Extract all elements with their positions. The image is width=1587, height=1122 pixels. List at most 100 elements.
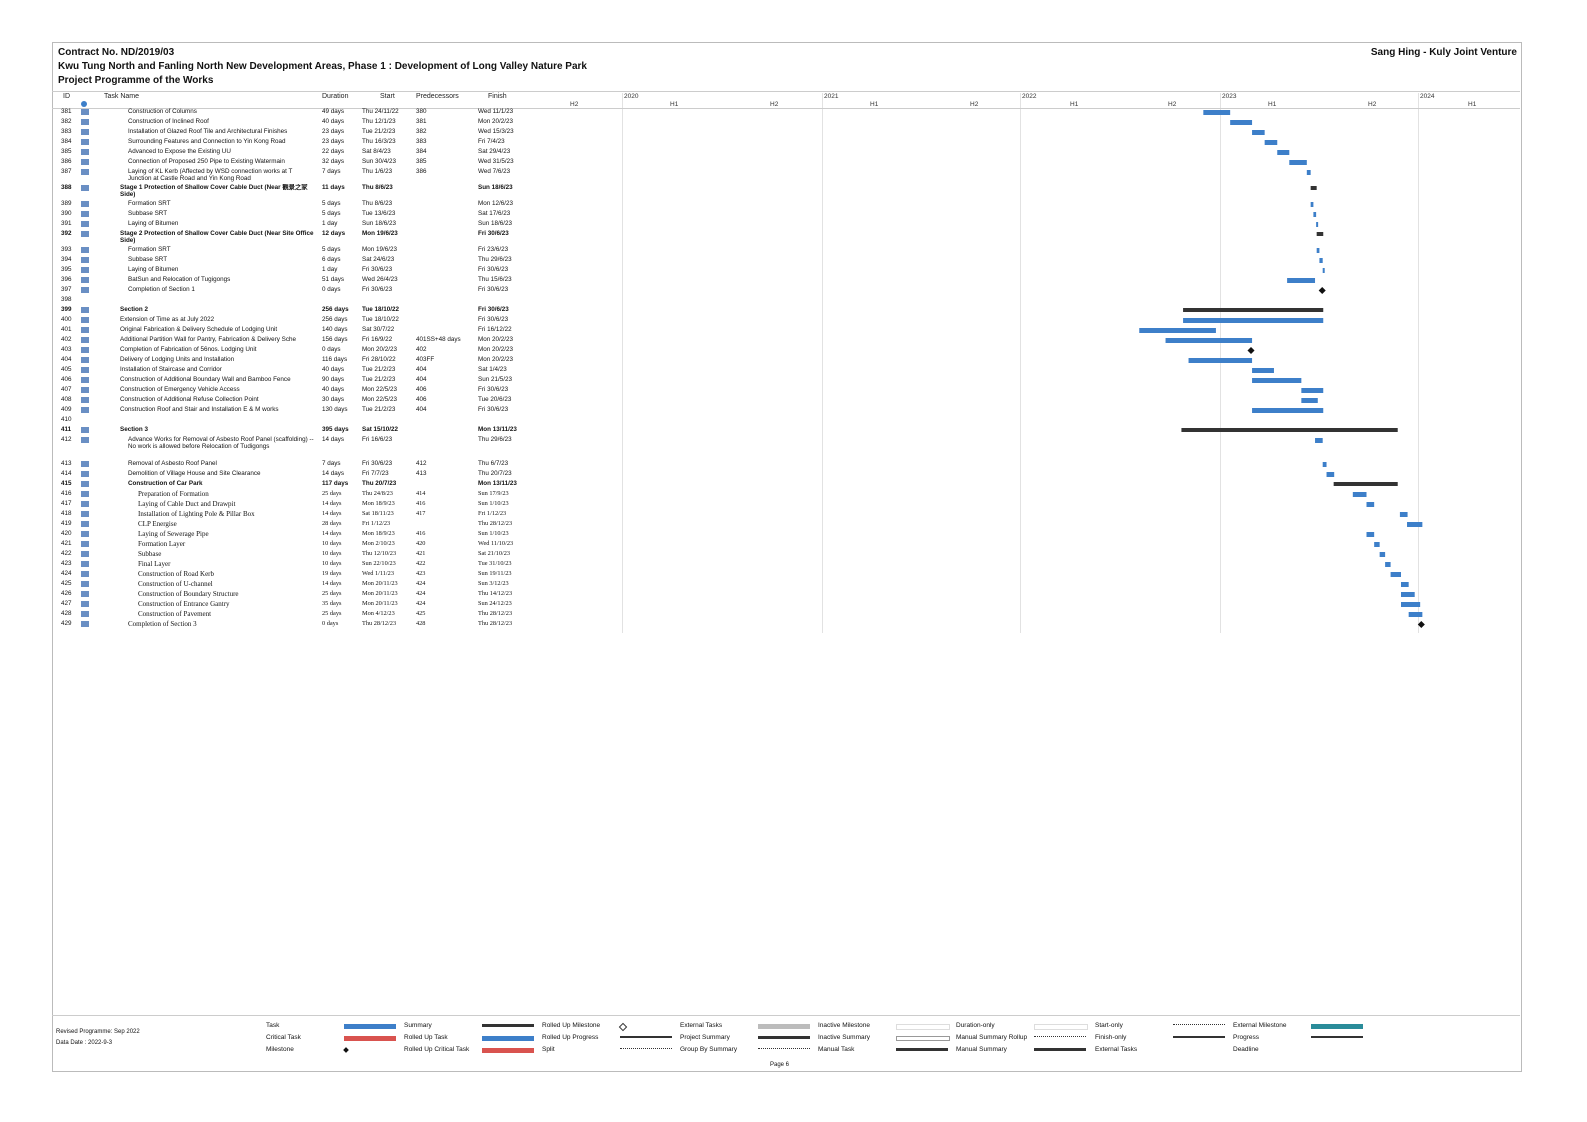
task-duration: 22 days [322,148,345,155]
task-name: Laying of Cable Duct and Drawpit [138,500,236,508]
task-id: 409 [61,406,72,413]
task-row[interactable]: 383 Installation of Glazed Roof Tile and … [56,128,532,138]
task-row[interactable]: 421 Formation Layer 10 days Mon 2/10/23 420 W… [56,540,532,550]
task-finish: Mon 12/6/23 [478,200,514,207]
task-row[interactable]: 422 Subbase 10 days Thu 12/10/23 421 Sat 21/1… [56,550,532,560]
year-divider [1020,93,1021,633]
task-row[interactable]: 386 Connection of Proposed 250 Pipe to Ex… [56,158,532,168]
task-row[interactable]: 411 Section 3 395 days Sat 15/10/22 Mon 13/1… [56,426,532,436]
task-bar [1407,522,1423,527]
legend-swatch [896,1036,950,1041]
task-row[interactable]: 393 Formation SRT 5 days Mon 19/6/23 Fri 23/… [56,246,532,256]
task-row[interactable]: 396 BatSun and Relocation of Tugigongs 51 … [56,276,532,286]
task-finish: Fri 1/12/23 [478,510,507,517]
legend-label: External Tasks [680,1022,723,1029]
task-row[interactable]: 415 Construction of Car Park 117 days Thu 2… [56,480,532,490]
task-id: 410 [61,416,72,423]
task-row[interactable]: 427 Construction of Entrance Gantry 35 day… [56,600,532,610]
task-row[interactable]: 409 Construction Roof and Stair and Insta… [56,406,532,416]
task-row[interactable]: 389 Formation SRT 5 days Thu 8/6/23 Mon 12/6… [56,200,532,210]
task-id: 399 [61,306,72,313]
task-row[interactable]: 395 Laying of Bitumen 1 day Fri 30/6/23 Fri … [56,266,532,276]
task-row[interactable]: 387 Laying of KL Kerb (Affected by WSD co… [56,168,532,184]
task-row[interactable]: 414 Demolition of Village House and Site … [56,470,532,480]
task-predecessors: 384 [416,148,427,155]
task-row[interactable]: 428 Construction of Pavement 25 days Mon 4/… [56,610,532,620]
task-row[interactable]: 408 Construction of Additional Refuse Col… [56,396,532,406]
task-row[interactable]: 425 Construction of U-channel 14 days Mon 2… [56,580,532,590]
task-row[interactable]: 405 Installation of Staircase and Corrido… [56,366,532,376]
task-finish: Fri 30/6/23 [478,266,509,273]
task-row[interactable]: 406 Construction of Additional Boundary W… [56,376,532,386]
task-finish: Sun 24/12/23 [478,600,512,607]
task-row[interactable]: 407 Construction of Emergency Vehicle Acc… [56,386,532,396]
task-row[interactable]: 420 Laying of Sewerage Pipe 14 days Mon 18/… [56,530,532,540]
task-row[interactable]: 382 Construction of Inclined Roof 40 days T… [56,118,532,128]
task-finish: Thu 20/7/23 [478,470,512,477]
task-predecessors: 404 [416,376,427,383]
half-label: H1 [1268,101,1277,108]
task-row[interactable]: 419 CLP Energise 28 days Fri 1/12/23 Thu 28/… [56,520,532,530]
task-type-icon [81,119,89,125]
task-name: Stage 1 Protection of Shallow Cover Cabl… [120,184,308,198]
task-row[interactable]: 424 Construction of Road Kerb 19 days Wed 1… [56,570,532,580]
task-row[interactable]: 394 Subbase SRT 6 days Sat 24/6/23 Thu 29/6/… [56,256,532,266]
task-row[interactable]: 410 [56,416,532,426]
task-row[interactable]: 412 Advance Works for Removal of Asbesto … [56,436,532,460]
task-row[interactable]: 417 Laying of Cable Duct and Drawpit 14 da… [56,500,532,510]
task-row[interactable]: 429 Completion of Section 3 0 days Thu 28/1… [56,620,532,630]
task-row[interactable]: 404 Delivery of Lodging Units and Install… [56,356,532,366]
task-row[interactable]: 385 Advanced to Expose the Existing UU 22 … [56,148,532,158]
task-row[interactable]: 399 Section 2 256 days Tue 18/10/22 Fri 30/6… [56,306,532,316]
task-row[interactable]: 426 Construction of Boundary Structure 25 … [56,590,532,600]
task-start: Mon 22/5/23 [362,396,398,403]
task-name: Surrounding Features and Connection to Y… [128,138,286,145]
task-start: Mon 18/9/23 [362,530,395,537]
task-predecessors: 421 [416,550,426,557]
task-type-icon [81,257,89,263]
task-name: Completion of Section 3 [128,620,197,628]
task-duration: 256 days [322,306,349,313]
task-type-icon [81,169,89,175]
task-row[interactable]: 401 Original Fabrication & Delivery Sched… [56,326,532,336]
task-id: 429 [61,620,72,627]
task-row[interactable]: 388 Stage 1 Protection of Shallow Cover C… [56,184,532,200]
task-name: Connection of Proposed 250 Pipe to Exist… [128,158,285,165]
task-predecessors: 404 [416,366,427,373]
task-row[interactable]: 391 Laying of Bitumen 1 day Sun 18/6/23 Sun … [56,220,532,230]
task-id: 420 [61,530,72,537]
revised-programme: Revised Programme: Sep 2022 [56,1029,140,1035]
task-row[interactable]: 413 Removal of Asbesto Roof Panel 7 days Fr… [56,460,532,470]
task-row[interactable]: 384 Surrounding Features and Connection t… [56,138,532,148]
task-row[interactable]: 397 Completion of Section 1 0 days Fri 30/6… [56,286,532,296]
task-row[interactable]: 381 Construction of Columns 49 days Thu 24/… [56,108,532,118]
company-name: Sang Hing - Kuly Joint Venture [1370,47,1517,58]
task-type-icon [81,501,89,507]
task-id: 400 [61,316,72,323]
task-finish: Sun 18/6/23 [478,184,513,191]
legend-label: External Tasks [1095,1046,1138,1053]
col-finish: Finish [488,93,507,100]
task-bar [1264,140,1278,145]
task-id: 421 [61,540,72,547]
task-row[interactable]: 423 Final Layer 10 days Sun 22/10/23 422 Tue … [56,560,532,570]
task-id: 411 [61,426,72,433]
task-bar [1139,328,1216,333]
task-finish: Fri 30/6/23 [478,230,509,237]
task-row[interactable]: 392 Stage 2 Protection of Shallow Cover C… [56,230,532,246]
task-row[interactable]: 390 Subbase SRT 5 days Tue 13/6/23 Sat 17/6/… [56,210,532,220]
legend-swatch [1173,1024,1225,1025]
task-row[interactable]: 418 Installation of Lighting Pole & Pilla… [56,510,532,520]
task-name: Laying of KL Kerb (Affected by WSD conne… [128,168,293,182]
task-row[interactable]: 398 [56,296,532,306]
task-start: Fri 30/6/23 [362,460,393,467]
half-label: H2 [770,101,779,108]
task-row[interactable]: 400 Extension of Time as at July 2022 256 … [56,316,532,326]
task-id: 413 [61,460,72,467]
task-row[interactable]: 416 Preparation of Formation 25 days Thu 24… [56,490,532,500]
task-row[interactable]: 403 Completion of Fabrication of 56nos. L… [56,346,532,356]
task-type-icon [81,139,89,145]
task-row[interactable]: 402 Additional Partition Wall for Pantry,… [56,336,532,346]
task-type-icon [81,129,89,135]
task-finish: Sat 1/4/23 [478,366,507,373]
